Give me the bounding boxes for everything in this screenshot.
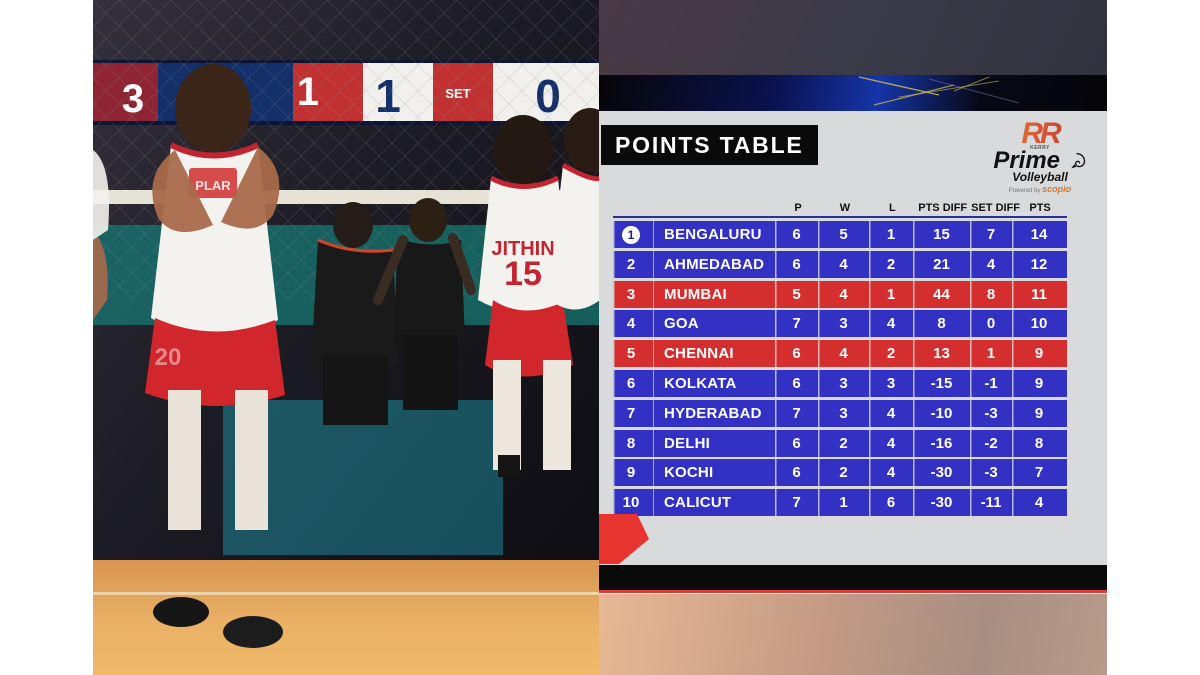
- svg-text:PLAR: PLAR: [195, 178, 231, 193]
- svg-text:20: 20: [155, 344, 182, 371]
- svg-text:15: 15: [504, 255, 542, 293]
